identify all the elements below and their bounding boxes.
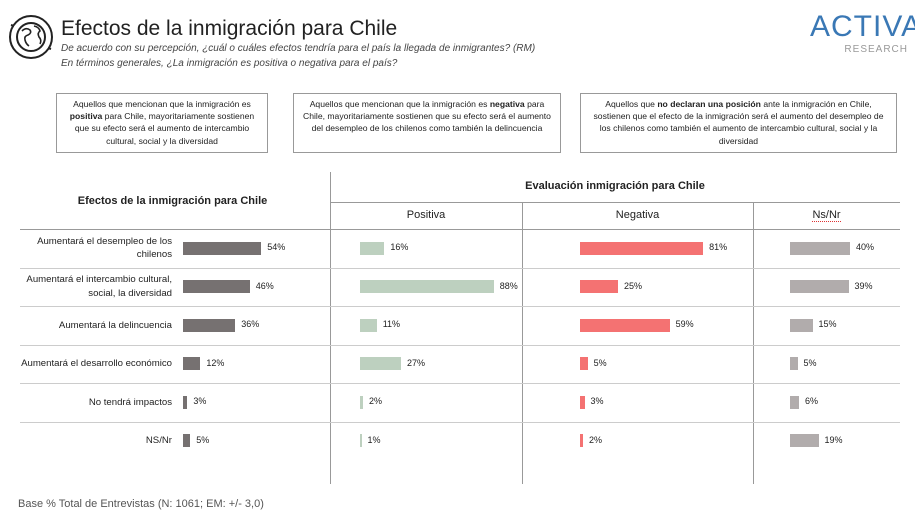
value-label-nsnr: 19%	[824, 434, 843, 445]
activa-logo: ACTIVA RESEARCH	[808, 10, 915, 60]
value-label-negativa: 25%	[624, 280, 643, 291]
value-label-positiva: 27%	[407, 357, 426, 368]
bar-positiva	[360, 280, 494, 294]
bar-nsnr	[790, 241, 850, 255]
category-label: Aumentará la delincuencia	[58, 319, 172, 331]
value-label-negativa: 5%	[593, 357, 607, 368]
note-nsnr-pre: Aquellos que	[605, 99, 658, 109]
value-label-total: 54%	[267, 242, 286, 253]
bar-negativa	[580, 395, 585, 409]
divider-negativa	[753, 202, 754, 484]
logo-main-text: ACTIVA	[810, 10, 915, 43]
value-label-negativa: 2%	[589, 434, 603, 445]
bar-total	[183, 280, 250, 294]
bar-nsnr	[790, 280, 849, 294]
value-label-positiva: 1%	[367, 434, 381, 445]
value-label-positiva: 11%	[382, 319, 401, 330]
bar-total	[183, 395, 188, 409]
subtitle-question-2: En términos generales, ¿La inmigración e…	[61, 58, 398, 69]
value-label-total: 36%	[241, 319, 260, 330]
logo-sub-text: RESEARCH	[844, 44, 908, 55]
globe-icon	[9, 15, 53, 59]
bar-total	[183, 357, 201, 371]
note-positive-post: para Chile, mayoritariamente sostienen q…	[74, 111, 255, 146]
bar-positiva	[360, 395, 364, 409]
group-chart-title: Evaluación inmigración para Chile	[525, 180, 705, 192]
note-positive-pre: Aquellos que mencionan que la inmigració…	[73, 99, 251, 109]
bar-nsnr	[790, 434, 819, 448]
note-negative-post: para Chile, mayoritariamente sostienen q…	[303, 99, 551, 134]
footer-base-note: Base % Total de Entrevistas (N: 1061; EM…	[18, 498, 264, 510]
row-separator	[20, 344, 900, 346]
column-header-line	[20, 229, 900, 230]
bar-nsnr	[790, 318, 813, 332]
bar-positiva	[360, 318, 377, 332]
value-label-positiva: 2%	[369, 396, 383, 407]
value-label-total: 5%	[196, 434, 210, 445]
row-separator	[20, 421, 900, 423]
value-label-total: 46%	[255, 280, 274, 291]
note-nsnr-bold: no declaran una posición	[657, 99, 761, 109]
bar-total	[183, 434, 191, 448]
value-label-nsnr: 6%	[805, 396, 819, 407]
series-header-nsnr-text: Ns/Nr	[812, 209, 841, 222]
bar-total	[183, 241, 262, 255]
series-header-negativa: Negativa	[615, 209, 660, 221]
note-nsnr-post: ante la inmigración en Chile, sostienen …	[593, 99, 884, 146]
category-label: Aumentará el desarrollo económico	[21, 358, 172, 370]
bar-negativa	[580, 318, 670, 332]
note-positive: Aquellos que mencionan que la inmigració…	[56, 93, 268, 153]
bar-positiva	[360, 241, 385, 255]
row-separator	[20, 267, 900, 269]
value-label-nsnr: 40%	[856, 242, 875, 253]
value-label-negativa: 59%	[675, 319, 694, 330]
bar-negativa	[580, 241, 704, 255]
bar-negativa	[580, 434, 584, 448]
page-title: Efectos de la inmigración para Chile	[61, 17, 398, 40]
row-separator	[20, 306, 900, 307]
value-label-total: 12%	[206, 357, 225, 368]
category-label: Aumentará el desempleo de los chilenos	[37, 235, 172, 261]
bar-positiva	[360, 434, 362, 448]
left-chart-title: Efectos de la inmigración para Chile	[77, 195, 268, 207]
bar-total	[183, 318, 236, 332]
note-negative-bold: negativa	[489, 99, 525, 109]
category-label: NS/Nr	[145, 435, 172, 447]
value-label-nsnr: 15%	[818, 319, 837, 330]
row-separator	[20, 383, 900, 384]
value-label-negativa: 81%	[709, 242, 728, 253]
note-negative: Aquellos que mencionan que la inmigració…	[293, 93, 561, 153]
value-label-positiva: 16%	[390, 242, 409, 253]
bar-nsnr	[790, 395, 799, 409]
note-negative-pre: Aquellos que mencionan que la inmigració…	[309, 99, 490, 109]
category-label: Aumentará el intercambio cultural, socia…	[26, 274, 172, 299]
category-label: No tendrá impactos	[88, 396, 172, 408]
note-nsnr: Aquellos que no declaran una posición an…	[580, 93, 897, 153]
bar-negativa	[580, 280, 618, 294]
value-label-positiva: 88%	[499, 280, 518, 291]
bar-negativa	[580, 357, 588, 371]
value-label-nsnr: 5%	[803, 357, 817, 368]
bar-positiva	[360, 357, 402, 371]
value-label-negativa: 3%	[590, 396, 604, 407]
note-positive-bold: positiva	[69, 111, 103, 122]
group-header-line	[330, 202, 900, 203]
subtitle-question-1: De acuerdo con su percepción, ¿cuál o cu…	[61, 43, 536, 54]
value-label-total: 3%	[193, 396, 207, 407]
value-label-nsnr: 39%	[854, 280, 873, 291]
divider-positiva	[522, 202, 523, 484]
series-header-positiva: Positiva	[406, 209, 446, 221]
divider-main	[330, 172, 331, 484]
bar-nsnr	[790, 357, 798, 371]
series-header-nsnr: Ns/Nr	[753, 209, 900, 222]
